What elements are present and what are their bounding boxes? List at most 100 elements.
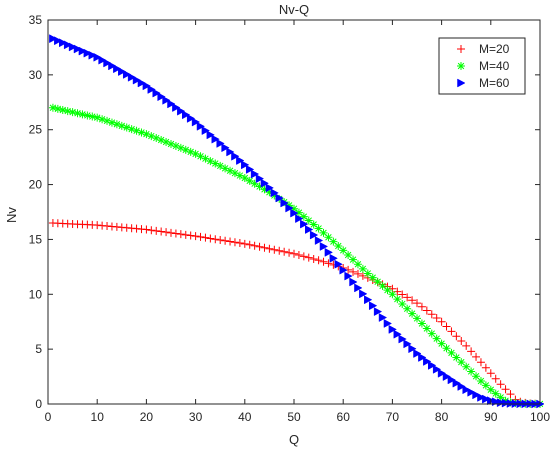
data-point <box>462 362 471 371</box>
data-point <box>299 252 308 261</box>
data-point <box>206 157 215 166</box>
data-point <box>147 226 156 235</box>
data-point <box>314 256 323 265</box>
data-point <box>280 247 289 256</box>
data-point <box>506 390 515 399</box>
data-point <box>413 299 421 308</box>
data-point <box>58 105 67 114</box>
data-point <box>270 188 279 198</box>
data-point <box>93 52 102 62</box>
data-point <box>481 381 490 390</box>
data-point <box>196 152 205 161</box>
series-m-60 <box>49 34 545 409</box>
data-point <box>339 265 348 275</box>
x-tick-label: 50 <box>287 410 301 424</box>
data-point <box>221 143 230 153</box>
data-point <box>437 368 447 378</box>
data-point <box>176 143 185 152</box>
data-point <box>442 322 451 331</box>
data-point <box>211 134 220 144</box>
data-point <box>211 235 220 244</box>
data-point <box>186 113 196 123</box>
data-point <box>378 313 388 322</box>
data-point <box>467 347 476 356</box>
data-point <box>309 230 319 240</box>
data-point <box>482 394 491 404</box>
data-point <box>467 367 476 376</box>
data-point <box>422 306 431 315</box>
data-point <box>417 319 426 328</box>
data-point <box>250 169 260 179</box>
data-point <box>496 398 506 408</box>
data-point <box>182 110 191 120</box>
x-axis-label: Q <box>289 432 299 447</box>
data-point <box>63 107 72 116</box>
x-tick-label: 40 <box>238 410 252 424</box>
data-point <box>427 329 436 338</box>
data-point <box>472 352 481 361</box>
data-point <box>275 193 284 203</box>
data-point <box>427 310 436 319</box>
x-tick-label: 70 <box>386 410 400 424</box>
data-point <box>506 399 516 408</box>
data-point <box>423 357 432 366</box>
data-point <box>300 219 309 229</box>
data-point <box>216 139 225 148</box>
data-point <box>255 174 265 184</box>
data-point <box>353 260 362 269</box>
legend-box <box>438 37 526 95</box>
data-point <box>364 295 373 305</box>
data-point <box>171 141 180 150</box>
data-point <box>88 50 97 60</box>
data-point <box>245 240 254 249</box>
data-point <box>127 125 136 134</box>
data-point <box>83 48 92 58</box>
data-point <box>171 229 180 238</box>
data-point <box>403 304 412 313</box>
x-tick-label: 90 <box>484 410 498 424</box>
y-tick-label: 10 <box>29 287 43 301</box>
data-point <box>442 372 452 381</box>
data-point <box>388 290 397 299</box>
y-tick-label: 15 <box>29 232 43 246</box>
y-tick-label: 0 <box>35 397 42 411</box>
data-point <box>167 99 176 109</box>
data-point <box>481 363 490 372</box>
data-point <box>432 313 441 322</box>
data-point <box>201 233 210 242</box>
data-point <box>413 349 422 358</box>
data-point <box>103 58 112 68</box>
data-point <box>157 92 166 102</box>
data-point <box>201 154 210 163</box>
data-point <box>127 72 137 82</box>
data-point <box>324 259 333 268</box>
data-point <box>290 208 299 218</box>
data-point <box>260 178 270 188</box>
data-point <box>422 324 431 333</box>
y-tick-label: 20 <box>29 178 43 192</box>
data-point <box>132 75 142 85</box>
y-axis-label: Nv <box>4 207 19 223</box>
data-point <box>467 387 476 397</box>
data-point <box>388 324 397 334</box>
data-point <box>103 116 112 125</box>
data-point <box>206 130 215 140</box>
data-point <box>472 390 481 400</box>
data-point <box>53 104 62 113</box>
data-point <box>147 132 156 141</box>
data-point <box>196 232 205 241</box>
y-tick-label: 5 <box>35 342 42 356</box>
data-point <box>98 115 107 124</box>
data-point <box>398 299 407 308</box>
data-point <box>462 341 471 350</box>
data-point <box>186 231 195 240</box>
data-point <box>157 227 166 236</box>
x-tick-label: 80 <box>435 410 449 424</box>
data-point <box>491 389 500 398</box>
data-point <box>403 339 412 349</box>
data-point <box>383 319 393 328</box>
data-point <box>181 230 190 239</box>
data-point <box>447 375 456 385</box>
data-point <box>393 329 402 339</box>
data-point <box>235 239 244 248</box>
